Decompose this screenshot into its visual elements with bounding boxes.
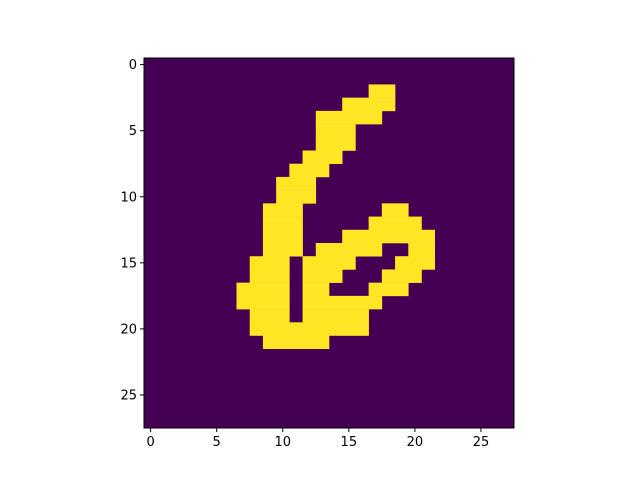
heatmap-cell-row-18 — [302, 295, 383, 310]
heatmap-cell-row-16 — [249, 269, 290, 283]
heatmap-cell-row-15 — [395, 256, 436, 270]
heatmap-cell-row-13 — [262, 229, 303, 244]
x-tick-label: 20 — [407, 435, 424, 450]
heatmap-cell-row-14 — [262, 243, 303, 257]
heatmap-cell-row-20 — [249, 322, 369, 336]
y-tick-label: 5 — [129, 124, 137, 139]
heatmap-cell-row-15 — [302, 256, 356, 270]
heatmap-cell-row-11 — [381, 203, 409, 217]
y-tick-label: 10 — [120, 190, 137, 205]
heatmap-cell-row-17 — [368, 282, 409, 297]
heatmap-cell-row-5 — [315, 124, 356, 138]
y-tick-label: 20 — [120, 322, 137, 337]
heatmap-cell-row-19 — [302, 309, 369, 323]
heatmap-cell-row-16 — [381, 269, 422, 283]
heatmap-cell-row-13 — [342, 229, 436, 244]
heatmap-cell-row-19 — [249, 309, 290, 323]
heatmap-cell-row-12 — [262, 216, 303, 231]
y-axis: 0 5 10 15 20 25 — [120, 58, 144, 403]
x-tick-label: 25 — [473, 435, 490, 450]
heatmap-cell-row-17 — [236, 282, 290, 297]
heatmap-cell-row-15 — [249, 256, 290, 270]
x-tick-label: 5 — [213, 435, 221, 450]
heatmap-cell-row-4 — [315, 110, 383, 125]
heatmap-cell-row-21 — [262, 335, 330, 350]
x-tick-label: 15 — [341, 435, 358, 450]
heatmap-cell-row-8 — [289, 163, 330, 178]
heatmap-cells — [144, 58, 514, 428]
heatmap-cell-row-2 — [368, 84, 396, 98]
y-tick-label: 15 — [120, 256, 137, 271]
heatmap-cell-row-3 — [342, 97, 396, 112]
heatmap-cell-row-16 — [302, 269, 343, 283]
heatmap-cell-row-7 — [302, 150, 343, 165]
y-tick-label: 25 — [120, 388, 137, 403]
heatmap-cell-row-9 — [276, 176, 317, 191]
heatmap-cell-row-14 — [408, 243, 436, 257]
heatmap-cell-row-17 — [302, 282, 330, 297]
heatmap-cell-row-12 — [368, 216, 422, 231]
heatmap-cell-row-6 — [315, 137, 356, 151]
x-axis: 0 5 10 15 20 25 — [146, 428, 489, 450]
heatmap-cell-row-11 — [262, 203, 303, 217]
axes-frame — [143, 57, 515, 429]
heatmap-cell-row-14 — [315, 243, 383, 257]
x-tick-label: 10 — [274, 435, 291, 450]
heatmap-cell-row-18 — [236, 295, 290, 310]
y-tick-label: 0 — [129, 58, 137, 73]
heatmap-cell-row-10 — [276, 190, 317, 204]
x-tick-label: 0 — [146, 435, 154, 450]
